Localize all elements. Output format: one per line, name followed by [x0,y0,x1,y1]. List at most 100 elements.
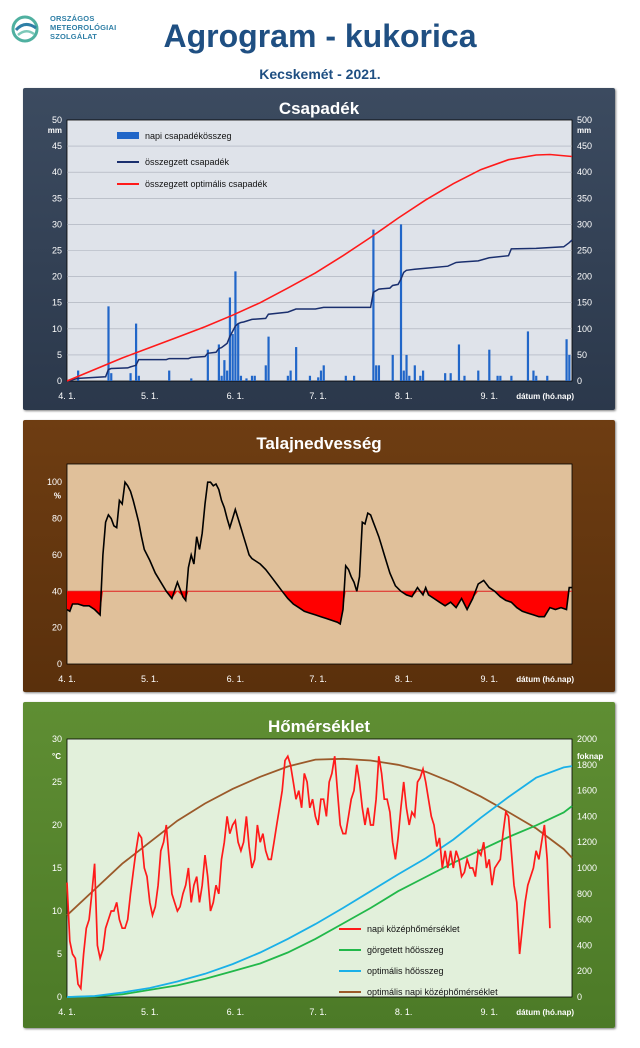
legend-label: optimális hőösszeg [367,966,444,976]
x-tick-label: 8. 1. [395,391,413,401]
y2-tick-label: 2000 [577,734,597,744]
precipitation-chart: Csapadék 0 0 5 50 10 100 15 150 20 200 25 250 30 300 35… [48,99,592,401]
x-tick-label: 7. 1. [309,1007,327,1017]
soil-moisture-panel: Talajnedvesség 0 20 40 60 80 100% 4. 1. 5. 1. 6. … [23,420,615,692]
precip-bar [457,344,461,381]
precip-bar [532,370,535,381]
y2-tick-label: 1600 [577,786,597,796]
x-tick-label: 9. 1. [480,391,498,401]
precip-bar [399,224,403,381]
y2-tick-label: 50 [577,350,587,360]
precip-bar [223,360,226,381]
x-tick-label: 4. 1. [58,674,76,684]
legend-label: napi csapadékösszeg [145,131,232,141]
precip-bar [463,375,466,381]
precip-bar [535,375,538,381]
precip-bar [405,354,408,381]
precip-bar [239,375,243,381]
precip-bar [444,373,447,381]
y2-tick-label: 200 [577,966,592,976]
y-tick-label: 20 [52,623,62,633]
soil-moisture-line [66,480,572,626]
optimal-heat-sum-line [66,765,573,998]
precip-bar [322,365,325,381]
precip-bar [317,377,320,381]
x-axis-label: dátum (hó.nap) [516,392,574,401]
precip-bar [206,349,209,381]
y2-tick-label: 150 [577,298,592,308]
precip-bar [253,375,256,381]
x-tick-label: 7. 1. [309,674,327,684]
daily-mean-temp-line [66,754,551,991]
y2-tick-label: 800 [577,889,592,899]
y2-tick-label: 0 [577,376,582,386]
optimal-daily-temp-line [66,757,573,916]
legend-label: optimális napi középhőmérséklet [367,987,498,997]
y-tick-label: 10 [52,906,62,916]
x-axis-label: dátum (hó.nap) [516,675,574,684]
y2-tick-label: 0 [577,992,582,1002]
precip-bar [190,378,193,381]
precip-bar [375,365,378,381]
x-tick-label: 8. 1. [395,674,413,684]
omsz-logo: ORSZÁGOS METEOROLÓGIAI SZOLGÁLAT [10,14,120,54]
precip-bar [319,370,323,381]
y-tick-label: 40 [52,586,62,596]
y-tick-label: 0 [57,659,62,669]
deficit-area [67,591,572,624]
x-tick-label: 6. 1. [227,1007,245,1017]
x-tick-label: 6. 1. [227,674,245,684]
precip-bar [499,375,502,381]
precip-bar [295,347,298,381]
temperature-panel: Hőmérséklet 0 5 10 15 20 25 30 0 200 400 600 800 1000… [23,702,615,1028]
y2-tick-label: 1800 [577,760,597,770]
precip-bar [377,365,381,381]
precip-bar [449,373,452,381]
y2-tick-label: 100 [577,324,592,334]
precip-bar [419,375,422,381]
x-tick-label: 9. 1. [480,1007,498,1017]
x-tick-label: 5. 1. [141,674,159,684]
y2-tick-label: 350 [577,193,592,203]
precip-bar [110,373,113,381]
y2-tick-label: 450 [577,141,592,151]
page-subtitle: Kecskemét - 2021. [259,66,381,82]
precip-bar [107,306,110,381]
precip-bar [220,375,223,381]
precip-bar [226,370,229,381]
precip-bar [228,297,232,381]
y-tick-label: 15 [52,298,62,308]
y2-tick-label: 500 [577,115,592,125]
y-tick-label: 20 [52,820,62,830]
x-tick-label: 4. 1. [58,1007,76,1017]
legend-label: összegzett csapadék [145,157,230,167]
y2-tick-label: 1000 [577,863,597,873]
y-tick-label: 30 [52,734,62,744]
y-tick-label: 40 [52,167,62,177]
precip-bar [267,336,270,381]
y2-tick-label: 300 [577,219,592,229]
precip-bar [421,370,425,381]
precip-bar [308,375,312,381]
page-title: Agrogram - kukorica [163,18,477,54]
y2-tick-label: 250 [577,246,592,256]
y-tick-label: 5 [57,350,62,360]
y-tick-label: 10 [52,324,62,334]
precip-bar [231,334,234,381]
precip-bar [237,323,240,381]
y-axis-label: °C [52,752,61,761]
x-tick-label: 6. 1. [227,391,245,401]
precip-bar [245,378,248,381]
legend-label: napi középhőmérséklet [367,924,460,934]
precip-bar [568,354,571,381]
x-tick-label: 8. 1. [395,1007,413,1017]
precip-bar [286,375,289,381]
chart-title: Talajnedvesség [256,434,381,453]
y2-tick-label: 1400 [577,811,597,821]
x-tick-label: 9. 1. [480,674,498,684]
y-tick-label: 60 [52,550,62,560]
precip-bar [352,375,356,381]
precip-bar [344,375,347,381]
y-axis-label: % [54,492,61,501]
x-tick-label: 5. 1. [141,1007,159,1017]
